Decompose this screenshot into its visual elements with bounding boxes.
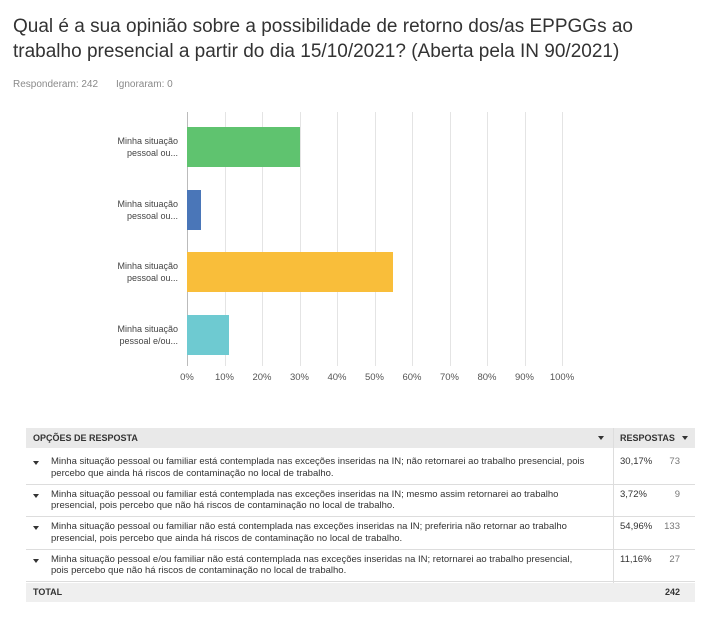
grid-line — [562, 112, 563, 366]
grid-line — [299, 112, 301, 366]
bar — [187, 252, 394, 293]
column-header: RESPOSTAS — [620, 433, 675, 443]
category-label: Minha situação pessoal ou... — [117, 136, 178, 159]
table-row: Minha situação pessoal ou familiar não e… — [26, 517, 695, 550]
answer-text: Minha situação pessoal e/ou familiar não… — [51, 553, 573, 577]
count: 9 — [674, 488, 680, 500]
table-row: Minha situação pessoal ou familiar está … — [26, 452, 695, 485]
grid-line — [374, 112, 376, 366]
skipped: Ignoraram: 0 — [116, 79, 173, 90]
question-title: Qual é a sua opinião sobre a possibilida… — [13, 16, 633, 62]
x-tick-label: 30% — [289, 372, 310, 383]
total-label: TOTAL — [33, 587, 63, 597]
grid-line — [224, 112, 226, 366]
bar — [187, 127, 301, 168]
x-tick-label: 70% — [439, 372, 460, 383]
bar — [187, 189, 201, 230]
answer-text: Minha situação pessoal ou familiar não e… — [51, 521, 567, 544]
percent: 30,17% — [620, 456, 653, 467]
x-tick-label: 50% — [364, 372, 385, 383]
answered: Responderam: 242 — [13, 79, 99, 90]
table-row: Minha situação pessoal ou familiar está … — [26, 485, 695, 517]
answer-text: Minha situação pessoal ou familiar está … — [51, 456, 585, 479]
answer-text: Minha situação pessoal ou familiar está … — [51, 488, 559, 512]
x-tick-label: 0% — [180, 372, 194, 383]
grid-line — [487, 112, 488, 366]
sort-icon[interactable] — [598, 436, 604, 440]
x-tick-label: 80% — [477, 372, 497, 383]
x-tick-label: 100% — [549, 372, 575, 383]
expand-icon[interactable] — [33, 526, 39, 530]
percent: 11,16% — [620, 553, 652, 565]
percent: 3,72% — [620, 488, 647, 500]
column-header: OPÇÕES DE RESPOSTA — [33, 433, 138, 443]
table-row: Minha situação pessoal e/ou familiar não… — [26, 550, 695, 582]
grid-line — [187, 112, 188, 366]
grid-line — [337, 112, 338, 366]
x-tick-label: 90% — [514, 372, 535, 383]
sort-icon[interactable] — [682, 436, 688, 440]
category-label: Minha situação pessoal ou... — [117, 198, 178, 221]
total-value: 242 — [664, 587, 680, 597]
percent: 54,96% — [620, 521, 653, 532]
grid-line — [262, 112, 263, 366]
chart: 0% 10% 20% 30% 40% 50% 60% 70% 80% 90% 100% Minha s… — [117, 112, 575, 383]
bar — [187, 314, 229, 355]
category-label: Minha situação pessoal e/ou... — [117, 323, 178, 346]
x-tick-label: 40% — [327, 372, 347, 383]
x-tick-label: 60% — [402, 372, 422, 383]
column-divider — [613, 428, 614, 601]
count: 133 — [664, 521, 680, 532]
count: 27 — [669, 553, 680, 565]
table-header: OPÇÕES DE RESPOSTA RESPOSTAS — [26, 428, 695, 448]
expand-icon[interactable] — [33, 493, 39, 498]
expand-icon[interactable] — [33, 461, 39, 465]
expand-icon[interactable] — [33, 558, 39, 563]
grid-line — [449, 112, 451, 366]
category-label: Minha situação pessoal ou... — [117, 261, 178, 284]
total-row: TOTAL 242 — [26, 583, 695, 602]
x-tick-label: 10% — [214, 372, 235, 383]
grid-line — [524, 112, 526, 366]
x-tick-label: 20% — [252, 372, 272, 383]
count: 73 — [669, 456, 680, 467]
grid-line — [412, 112, 413, 366]
